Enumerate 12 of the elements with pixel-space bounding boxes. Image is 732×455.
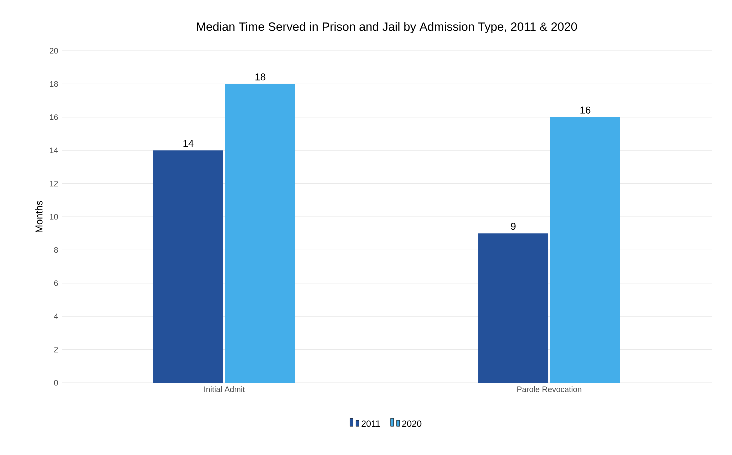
bar: [154, 150, 224, 383]
y-axis-title: Months: [35, 201, 43, 233]
data-label: 18: [256, 74, 266, 81]
bar: [550, 117, 620, 383]
legend-label: 2011: [362, 420, 380, 428]
bar: [225, 84, 296, 383]
legend-label: 2020: [402, 420, 422, 428]
data-label: 9: [511, 223, 516, 230]
chart-title: Median Time Served in Prison and Jail by Admission Type, 2011 & 2020: [197, 22, 578, 34]
data-label: 16: [580, 106, 591, 114]
bar: [478, 234, 549, 383]
data-label: 14: [184, 140, 194, 148]
